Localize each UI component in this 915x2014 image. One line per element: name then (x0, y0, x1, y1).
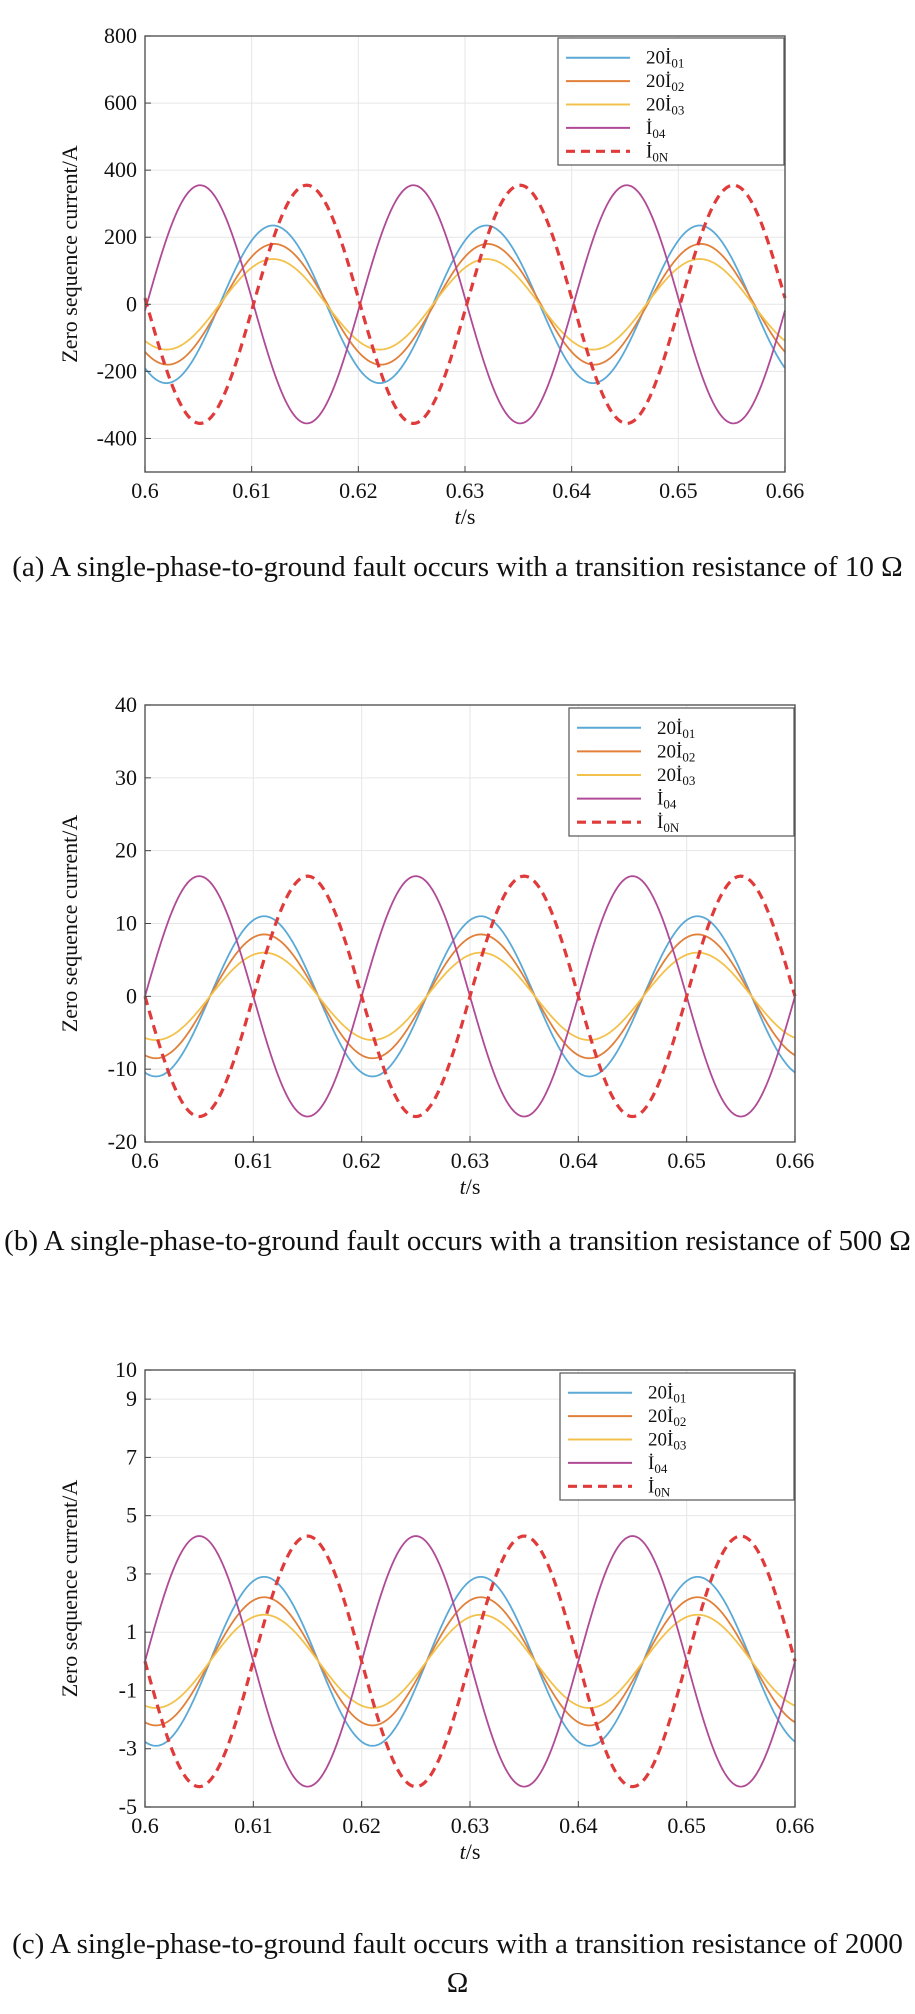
chart-c-caption: (c) A single-phase-to-ground fault occur… (12, 1928, 903, 1999)
chart-b-plot: 0.6 0.61 0.62 0.63 0.64 0.65 0.66 40 30 20 10 0 -10 -… (57, 692, 815, 1199)
chart-a-plot: 0.6 0.61 0.62 0.63 0.64 0.65 0.66 800 600 400 200 0… (57, 23, 805, 529)
y-tick-label: 0 (126, 983, 137, 1008)
legend-label-3: 20İ03 (657, 765, 695, 788)
chart-a-caption: (a) A single-phase-to-ground fault occur… (12, 551, 903, 583)
legend-box (559, 1372, 795, 1501)
x-tick-label: 0.61 (234, 1148, 273, 1173)
legend-label-4: İ04 (646, 118, 666, 141)
legend-label-5: İ0N (648, 1476, 671, 1499)
y-tick-label: 10 (115, 1357, 137, 1382)
legend-label-4: İ04 (657, 789, 677, 812)
x-axis-label: t/s (460, 1839, 481, 1864)
x-tick-label: 0.62 (342, 1148, 381, 1173)
legend-label-1: 20İ01 (646, 48, 684, 71)
y-tick-label: -400 (97, 425, 137, 450)
y-axis-label: Zero sequence current/A (57, 815, 82, 1033)
y-tick-label: 400 (104, 157, 137, 182)
series-line-3 (144, 1613, 796, 1709)
x-tick-label: 0.65 (667, 1148, 706, 1173)
x-tick-label: 0.62 (342, 1813, 381, 1838)
y-tick-label: 30 (115, 765, 137, 790)
x-tick-label: 0.6 (131, 1813, 159, 1838)
series-line-1 (144, 915, 796, 1078)
x-tick-label: 0.64 (552, 478, 591, 503)
legend-label-4: İ04 (648, 1453, 668, 1476)
chart-c-plot: 0.6 0.61 0.62 0.63 0.64 0.65 0.66 10 9 7 5 3 1 -1 -3 -5… (57, 1357, 815, 1864)
series-line-2 (144, 933, 796, 1060)
series-line-5 (143, 1534, 797, 1789)
y-tick-label: 10 (115, 911, 137, 936)
x-tick-label: 0.64 (559, 1813, 598, 1838)
legend-box (568, 707, 795, 837)
legend-label-3: 20İ03 (646, 95, 684, 118)
legend-label-5: İ0N (657, 812, 680, 835)
x-tick-label: 0.6 (131, 478, 159, 503)
y-tick-label: 20 (115, 838, 137, 863)
x-tick-label: 0.65 (667, 1813, 706, 1838)
y-tick-label: -3 (119, 1736, 137, 1761)
y-tick-label: 200 (104, 224, 137, 249)
y-tick-label: 800 (104, 23, 137, 48)
series-line-5 (143, 183, 787, 425)
x-tick-label: 0.63 (451, 1148, 490, 1173)
y-tick-label: 600 (104, 90, 137, 115)
legend-label-2: 20İ02 (657, 741, 695, 764)
x-tick-label: 0.66 (776, 1148, 815, 1173)
y-tick-label: -200 (97, 358, 137, 383)
series-line-1 (144, 224, 786, 385)
x-tick-label: 0.65 (659, 478, 698, 503)
x-axis-label: t/s (455, 504, 476, 529)
y-tick-label: 0 (126, 291, 137, 316)
y-tick-label: -20 (108, 1129, 137, 1154)
series-line-2 (144, 1596, 796, 1727)
x-tick-label: 0.63 (446, 478, 485, 503)
chart-panel-a: 0.6 0.61 0.62 0.63 0.64 0.65 0.66 800 600 400 200 0… (0, 0, 915, 640)
y-tick-label: 40 (115, 692, 137, 717)
series-line-4 (144, 184, 786, 425)
y-tick-label: -10 (108, 1056, 137, 1081)
chart-panel-b: 0.6 0.61 0.62 0.63 0.64 0.65 0.66 40 30 20 10 0 -10 -… (0, 680, 915, 1320)
x-tick-label: 0.62 (339, 478, 378, 503)
y-axis-label: Zero sequence current/A (57, 1480, 82, 1698)
y-tick-label: -5 (119, 1794, 137, 1819)
chart-panel-c: 0.6 0.61 0.62 0.63 0.64 0.65 0.66 10 9 7 5 3 1 -1 -3 -5… (0, 1357, 915, 2014)
legend-label-1: 20İ01 (657, 718, 695, 741)
y-tick-label: 5 (126, 1503, 137, 1528)
legend-label-2: 20İ02 (648, 1406, 686, 1429)
legend-label-2: 20İ02 (646, 71, 684, 94)
legend-label-1: 20İ01 (648, 1383, 686, 1406)
y-tick-label: -1 (119, 1677, 137, 1702)
x-tick-label: 0.61 (234, 1813, 273, 1838)
legend-label-5: İ0N (646, 141, 669, 164)
series-line-1 (144, 1575, 796, 1747)
y-tick-label: 7 (126, 1444, 137, 1469)
x-tick-label: 0.6 (131, 1148, 159, 1173)
y-tick-label: 9 (126, 1386, 137, 1411)
x-tick-label: 0.64 (559, 1148, 598, 1173)
y-axis-label: Zero sequence current/A (57, 145, 82, 363)
x-tick-label: 0.66 (776, 1813, 815, 1838)
x-tick-label: 0.61 (232, 478, 271, 503)
y-tick-label: 3 (126, 1561, 137, 1586)
series-line-3 (144, 951, 796, 1041)
legend-label-3: 20İ03 (648, 1430, 686, 1453)
y-tick-label: 1 (126, 1619, 137, 1644)
chart-b-caption: (b) A single-phase-to-ground fault occur… (4, 1225, 911, 1257)
series-line-2 (144, 243, 786, 366)
series-line-3 (144, 258, 786, 351)
x-axis-label: t/s (460, 1174, 481, 1199)
series-line-5 (143, 874, 797, 1119)
legend-box (557, 37, 785, 166)
x-tick-label: 0.63 (451, 1813, 490, 1838)
x-tick-label: 0.66 (766, 478, 805, 503)
